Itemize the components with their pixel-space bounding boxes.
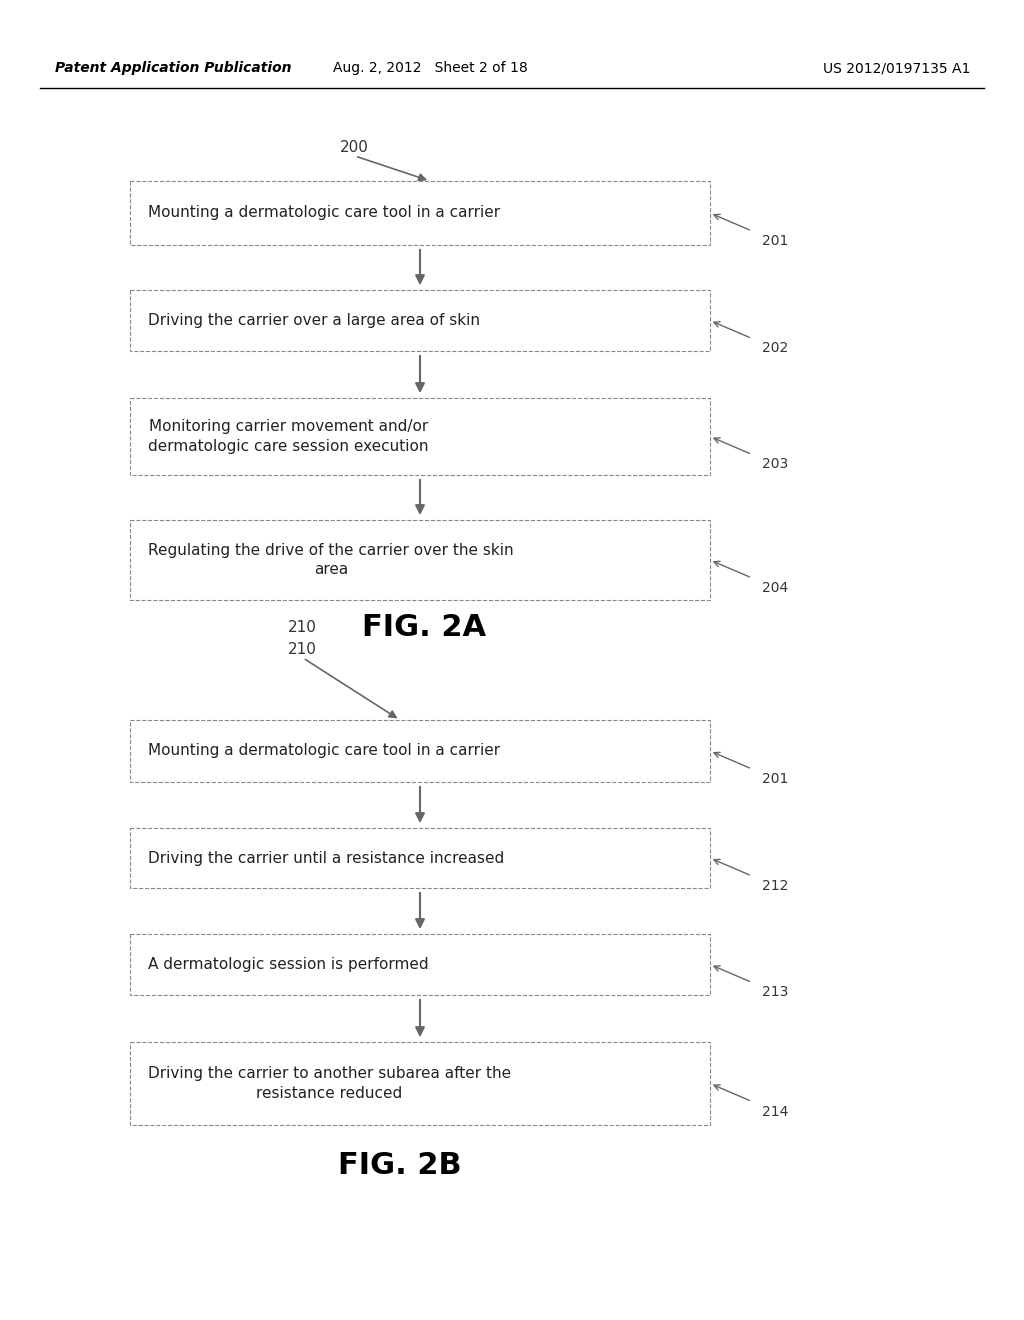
Bar bbox=[130, 520, 710, 601]
Text: Mounting a dermatologic care tool in a carrier: Mounting a dermatologic care tool in a c… bbox=[148, 743, 500, 759]
Text: 213: 213 bbox=[762, 986, 788, 999]
Bar bbox=[130, 719, 710, 781]
Text: 203: 203 bbox=[762, 458, 788, 471]
Text: Driving the carrier to another subarea after the
resistance reduced: Driving the carrier to another subarea a… bbox=[148, 1067, 511, 1101]
Text: FIG. 2A: FIG. 2A bbox=[362, 614, 486, 643]
Text: 200: 200 bbox=[340, 140, 369, 156]
Bar bbox=[130, 1041, 710, 1125]
Text: 201: 201 bbox=[762, 234, 788, 248]
Text: 210: 210 bbox=[288, 620, 316, 635]
Text: Mounting a dermatologic care tool in a carrier: Mounting a dermatologic care tool in a c… bbox=[148, 206, 500, 220]
Text: Driving the carrier over a large area of skin: Driving the carrier over a large area of… bbox=[148, 313, 480, 327]
Text: Patent Application Publication: Patent Application Publication bbox=[55, 61, 292, 75]
Bar bbox=[130, 290, 710, 351]
Text: Regulating the drive of the carrier over the skin
area: Regulating the drive of the carrier over… bbox=[148, 543, 514, 577]
Text: Monitoring carrier movement and/or
dermatologic care session execution: Monitoring carrier movement and/or derma… bbox=[148, 420, 428, 454]
Bar bbox=[130, 399, 710, 475]
Text: A dermatologic session is performed: A dermatologic session is performed bbox=[148, 957, 429, 972]
Text: 212: 212 bbox=[762, 879, 788, 894]
Bar bbox=[130, 828, 710, 888]
Text: 214: 214 bbox=[762, 1105, 788, 1118]
Text: 201: 201 bbox=[762, 772, 788, 785]
Text: Driving the carrier until a resistance increased: Driving the carrier until a resistance i… bbox=[148, 850, 504, 866]
Text: Aug. 2, 2012   Sheet 2 of 18: Aug. 2, 2012 Sheet 2 of 18 bbox=[333, 61, 527, 75]
Text: 204: 204 bbox=[762, 581, 788, 595]
Text: 210: 210 bbox=[288, 643, 316, 657]
Text: FIG. 2B: FIG. 2B bbox=[338, 1151, 462, 1180]
Bar bbox=[130, 181, 710, 246]
Text: US 2012/0197135 A1: US 2012/0197135 A1 bbox=[822, 61, 970, 75]
Bar bbox=[130, 935, 710, 995]
Text: 202: 202 bbox=[762, 342, 788, 355]
